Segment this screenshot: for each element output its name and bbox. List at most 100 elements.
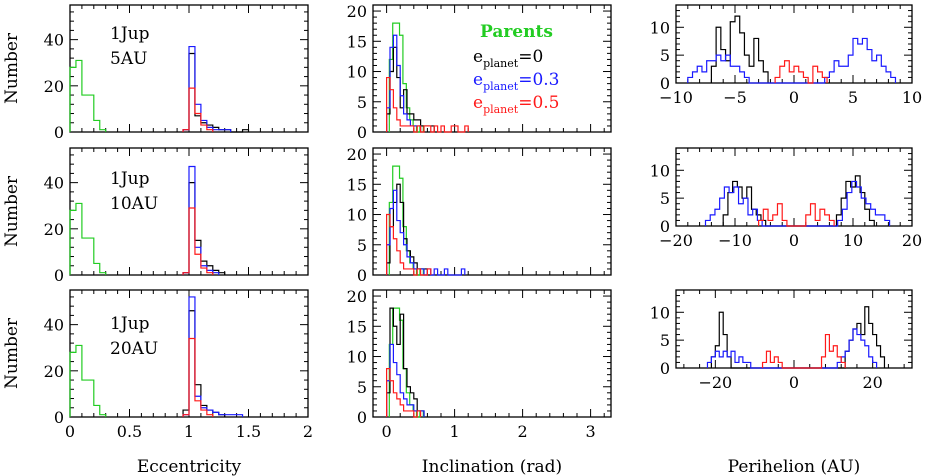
series-e0-peri-20AU — [710, 306, 886, 369]
series-e05-ecc-10AU — [182, 207, 214, 275]
series-e05-inc-20AU — [386, 368, 422, 418]
panel-peri-5AU: −10 −5 0 5 10 0 5 10 — [650, 4, 922, 107]
axes-frame-inc-20AU — [372, 289, 612, 418]
row-label-10au-line2: 10AU — [110, 194, 158, 214]
series-e03-peri-5AU — [687, 37, 897, 84]
legend-entry-e05: eplanet=0.5 — [473, 93, 559, 116]
xtick-label-ecc-20AU: 1.5 — [236, 422, 261, 441]
series-parents-ecc-20AU — [69, 344, 107, 417]
ytick-label-ecc-10AU: 0 — [54, 266, 64, 285]
row-label-5au-line2: 5AU — [110, 49, 147, 69]
series-parents-inc-10AU — [388, 165, 424, 276]
xtick-label-peri-10AU: −10 — [718, 231, 752, 250]
ytick-label-inc-5AU: 5 — [357, 93, 367, 112]
ytick-label-inc-10AU: 15 — [347, 175, 367, 194]
ytick-label-ecc-20AU: 0 — [54, 408, 64, 427]
legend-entry-e0-sub: planet — [483, 57, 519, 70]
panel-inc-10AU: 0 5 10 15 20 — [347, 145, 612, 285]
xtick-label-inc-20AU: 0 — [382, 422, 392, 441]
series-e05-peri-20AU — [761, 333, 846, 369]
xtick-label-ecc-20AU: 0 — [65, 422, 75, 441]
ytick-label-inc-5AU: 0 — [357, 123, 367, 142]
series-e0-ecc-5AU — [182, 52, 250, 133]
xtick-label-peri-10AU: 10 — [843, 231, 863, 250]
series-parents-inc-5AU — [388, 22, 424, 133]
ytick-label-inc-20AU: 0 — [357, 408, 367, 427]
ytick-label-ecc-5AU: 0 — [54, 123, 64, 142]
ytick-label-inc-5AU: 15 — [347, 32, 367, 51]
ytick-label-ecc-10AU: 20 — [44, 220, 64, 239]
legend-entry-e05-sub: planet — [483, 103, 519, 116]
ytick-label-ecc-20AU: 40 — [44, 316, 64, 335]
ytick-label-inc-10AU: 0 — [357, 266, 367, 285]
ytick-label-inc-5AU: 10 — [347, 63, 367, 82]
panel-ecc-10AU: 0 20 40 Number — [2, 147, 309, 285]
row-label-10au-line1: 1Jup — [110, 169, 150, 189]
row-label-20au-line1: 1Jup — [110, 314, 150, 334]
xtick-label-inc-20AU: 1 — [450, 422, 460, 441]
xtick-label-peri-5AU: 5 — [848, 88, 858, 107]
series-e03-inc-10AU — [386, 189, 466, 276]
series-e03-ecc-20AU — [182, 296, 244, 417]
xtick-label-peri-5AU: 10 — [902, 88, 922, 107]
series-e05-inc-10AU — [386, 213, 432, 276]
ytick-label-inc-20AU: 15 — [347, 317, 367, 336]
series-e03-ecc-5AU — [182, 45, 232, 132]
xtick-label-peri-10AU: 20 — [902, 231, 922, 250]
ytick-label-peri-20AU: 0 — [660, 359, 670, 378]
row-label-20au-line2: 20AU — [110, 339, 158, 359]
ytick-label-inc-20AU: 20 — [347, 287, 367, 306]
labels: 1Jup 5AU 1Jup 10AU 1Jup 20AU — [110, 24, 158, 359]
ylabel-ecc-5AU: Number — [2, 32, 22, 104]
legend-entry-e03-sub: planet — [483, 80, 519, 93]
ytick-label-inc-20AU: 10 — [347, 348, 367, 367]
xlabel-peri-20AU: Perihelion (AU) — [728, 457, 861, 476]
legend-entry-e0-main: e — [473, 47, 483, 67]
legend-entry-e03-main: e — [473, 70, 483, 90]
panel-ecc-5AU: 0 20 40 Number — [2, 4, 309, 142]
xtick-label-ecc-20AU: 1 — [184, 422, 194, 441]
ytick-label-inc-20AU: 5 — [357, 378, 367, 397]
legend-entry-e03-suffix: =0.3 — [518, 70, 559, 90]
legend-entry-e03: eplanet=0.3 — [473, 70, 559, 93]
panel-peri-20AU: −20 0 20 0 5 10 Perihelion (AU) — [650, 289, 913, 476]
ytick-label-peri-5AU: 0 — [660, 74, 670, 93]
ytick-label-inc-10AU: 20 — [347, 145, 367, 164]
xtick-label-peri-20AU: 0 — [789, 373, 799, 392]
series-e0-inc-20AU — [386, 307, 425, 417]
xtick-label-ecc-20AU: 2 — [303, 422, 313, 441]
ytick-label-peri-20AU: 10 — [650, 303, 670, 322]
panel-inc-20AU: 0 1 2 3 0 5 10 15 20 Inclination (rad) — [347, 287, 612, 476]
panel-peri-10AU: −20 −10 0 10 20 0 5 10 — [650, 147, 922, 250]
ytick-label-ecc-20AU: 20 — [44, 362, 64, 381]
ytick-label-peri-10AU: 0 — [660, 217, 670, 236]
xtick-label-peri-5AU: −5 — [723, 88, 747, 107]
series-e03-inc-20AU — [386, 343, 425, 417]
xtick-label-peri-10AU: −20 — [659, 231, 693, 250]
ytick-label-inc-5AU: 20 — [347, 2, 367, 21]
xtick-label-ecc-20AU: 0.5 — [117, 422, 142, 441]
legend-entry-e0: eplanet=0 — [473, 47, 543, 70]
ytick-label-peri-5AU: 10 — [650, 18, 670, 37]
row-label-5au-line1: 1Jup — [110, 24, 150, 44]
ytick-label-ecc-5AU: 20 — [44, 77, 64, 96]
xtick-label-peri-20AU: 20 — [862, 373, 882, 392]
series-e0-peri-5AU — [710, 15, 769, 83]
series-e05-inc-5AU — [386, 76, 469, 133]
legend-entry-e05-main: e — [473, 93, 483, 113]
series-parents-ecc-5AU — [69, 59, 107, 132]
ytick-label-peri-10AU: 5 — [660, 189, 670, 208]
series-parents-ecc-10AU — [69, 202, 107, 275]
series-e05-peri-10AU — [758, 203, 835, 227]
xtick-label-peri-10AU: 0 — [789, 231, 799, 250]
series-e05-peri-5AU — [774, 60, 828, 84]
series-e03-peri-20AU — [706, 328, 878, 369]
axes-frame-inc-10AU — [372, 147, 612, 276]
ytick-label-peri-20AU: 5 — [660, 331, 670, 350]
ytick-label-peri-10AU: 10 — [650, 161, 670, 180]
xtick-label-peri-5AU: 0 — [789, 88, 799, 107]
xtick-label-peri-20AU: −20 — [698, 373, 732, 392]
